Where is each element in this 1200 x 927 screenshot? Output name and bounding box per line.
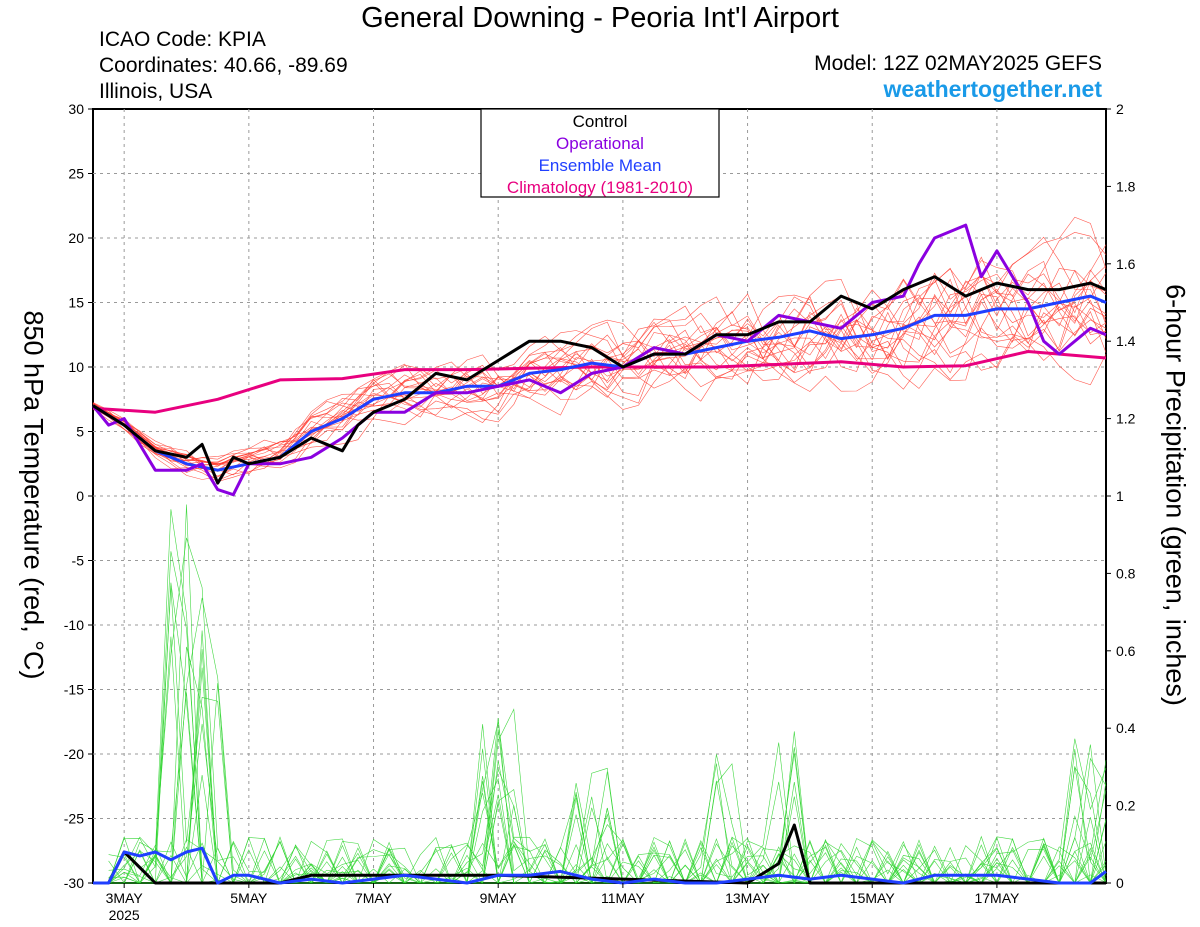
right-tick-label: 0 — [1116, 875, 1124, 891]
legend-entry: Control — [573, 112, 628, 131]
right-tick-label: 1.6 — [1116, 256, 1136, 272]
left-tick-label: -25 — [64, 811, 84, 827]
right-tick-label: 0.8 — [1116, 565, 1136, 581]
x-tick-label: 7MAY — [355, 890, 393, 906]
region: Illinois, USA — [99, 80, 213, 103]
right-tick-label: 1.8 — [1116, 178, 1136, 194]
series-line-control — [92, 275, 1107, 485]
ensemble-precip-member — [108, 636, 1107, 884]
coordinates: Coordinates: 40.66, -89.69 — [99, 54, 348, 77]
left-tick-label: -5 — [72, 553, 85, 569]
right-tick-label: 0.6 — [1116, 643, 1136, 659]
x-tick-label: 9MAY — [480, 890, 518, 906]
right-tick-label: 1.2 — [1116, 411, 1136, 427]
ensemble-temperature-member — [92, 265, 1107, 476]
legend-entry: Operational — [556, 134, 644, 153]
ensemble-temperature-member — [92, 273, 1107, 470]
right-axis-ticks: 0 0.2 0.4 0.6 0.8 1 1.2 1.4 1.6 1.8 2 — [1106, 101, 1136, 891]
legend-entry: Climatology (1981-2010) — [507, 178, 693, 197]
ensemble-temperature-member — [92, 236, 1107, 481]
ensemble-precip-member — [108, 791, 1107, 884]
left-tick-label: -15 — [64, 682, 84, 698]
right-tick-label: 1 — [1116, 488, 1124, 504]
right-axis-label: 6-hour Precipitation (green, inches) — [1160, 284, 1191, 706]
chart-title: General Downing - Peoria Int'l Airport — [361, 2, 839, 34]
series-line-operational — [91, 223, 1107, 497]
left-axis-ticks: -30 -25 -20 -15 -10 -5 0 5 10 15 20 25 30 — [64, 101, 93, 891]
x-tick-sublabel: 2025 — [109, 907, 140, 923]
x-tick-label: 3MAY — [106, 890, 144, 906]
left-tick-label: 10 — [68, 359, 84, 375]
left-tick-label: -30 — [64, 875, 84, 891]
left-tick-label: -20 — [64, 746, 84, 762]
ensemble-temperature-member — [92, 269, 1107, 465]
series-line-ensemble-mean-precipitation — [93, 846, 1107, 885]
model-run: Model: 12Z 02MAY2025 GEFS — [814, 52, 1102, 75]
series-line-climatology-1981-2010 — [92, 350, 1107, 414]
left-tick-label: 0 — [76, 488, 84, 504]
left-tick-label: 5 — [76, 424, 84, 440]
legend-box — [480, 108, 720, 198]
main-series — [91, 223, 1107, 885]
grid-lines — [93, 109, 1106, 883]
right-tick-label: 0.4 — [1116, 720, 1136, 736]
x-tick-label: 13MAY — [725, 890, 771, 906]
right-tick-label: 1.4 — [1116, 333, 1136, 349]
x-tick-label: 17MAY — [974, 890, 1020, 906]
icao-code: ICAO Code: KPIA — [99, 28, 266, 51]
x-tick-label: 5MAY — [230, 890, 268, 906]
left-tick-label: 15 — [68, 295, 84, 311]
left-tick-label: 25 — [68, 166, 84, 182]
right-tick-label: 0.2 — [1116, 798, 1136, 814]
legend-entry: Ensemble Mean — [539, 156, 662, 175]
right-tick-label: 2 — [1116, 101, 1124, 117]
left-tick-label: 20 — [68, 230, 84, 246]
left-tick-label: -10 — [64, 617, 84, 633]
legend: Control Operational Ensemble Mean Climatolo… — [480, 108, 720, 198]
site-link[interactable]: weathertogether.net — [883, 76, 1102, 102]
ensemble-temperature-member — [92, 272, 1107, 472]
left-axis-label: 850 hPa Temperature (red, °C) — [18, 310, 49, 680]
x-tick-label: 11MAY — [601, 890, 645, 906]
left-tick-label: 30 — [68, 101, 84, 117]
series-line-control-precipitation — [93, 823, 1106, 885]
x-tick-label: 15MAY — [850, 890, 896, 906]
